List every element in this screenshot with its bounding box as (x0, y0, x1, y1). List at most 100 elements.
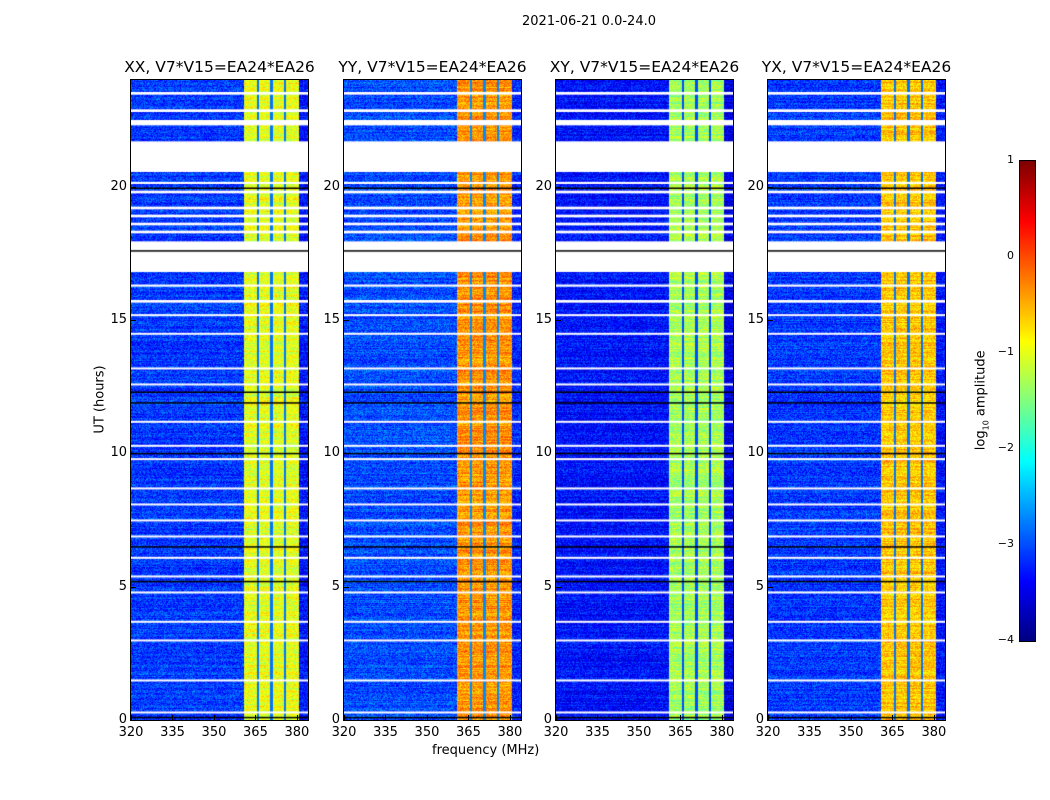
x-tick-label: 380 (921, 725, 947, 740)
heatmap-panel (130, 79, 309, 721)
x-tick-label: 380 (709, 725, 735, 740)
x-tick-mark (680, 715, 682, 720)
x-tick-mark (344, 715, 345, 720)
y-tick-mark (556, 186, 561, 188)
y-tick-mark (768, 453, 773, 455)
figure-title: 2021-06-21 0.0-24.0 (522, 14, 656, 29)
y-tick-label: 10 (747, 445, 764, 461)
y-tick-label: 10 (323, 445, 340, 461)
y-tick-label: 5 (331, 578, 340, 594)
x-tick-mark (172, 715, 174, 720)
x-tick-label: 320 (331, 725, 357, 740)
x-tick-mark (131, 715, 132, 720)
y-tick-mark (344, 453, 349, 455)
y-tick-mark (131, 586, 136, 588)
heatmap-panel (767, 79, 946, 721)
y-tick-label: 0 (118, 712, 127, 727)
colorbar-tick-label: −1 (997, 345, 1014, 358)
y-tick-label: 5 (755, 578, 764, 594)
x-tick-label: 320 (755, 725, 781, 740)
y-tick-label: 15 (747, 312, 764, 327)
panel-title: XX, V7*V15=EA24*EA26 (124, 58, 315, 76)
x-tick-mark (638, 715, 640, 720)
x-tick-label: 365 (668, 725, 693, 740)
x-tick-mark (426, 715, 428, 720)
y-tick-label: 0 (331, 712, 340, 727)
x-tick-label: 335 (373, 725, 398, 740)
x-tick-mark (468, 715, 470, 720)
heatmap-canvas (131, 80, 308, 720)
y-tick-label: 15 (535, 312, 552, 327)
y-tick-label: 0 (543, 712, 552, 727)
x-tick-mark (768, 715, 769, 720)
y-tick-label: 20 (535, 178, 552, 194)
x-tick-label: 365 (880, 725, 905, 740)
y-tick-mark (131, 453, 136, 455)
y-tick-mark (131, 186, 136, 188)
heatmap-canvas (768, 80, 945, 720)
x-tick-mark (255, 715, 257, 720)
panel-title: XY, V7*V15=EA24*EA26 (549, 58, 740, 76)
y-tick-label: 0 (755, 712, 764, 727)
y-tick-mark (556, 720, 561, 721)
y-tick-mark (344, 186, 349, 188)
x-tick-label: 350 (201, 725, 227, 740)
x-tick-label: 320 (543, 725, 569, 740)
heatmap-canvas (556, 80, 733, 720)
x-tick-label: 350 (838, 725, 864, 740)
x-tick-mark (892, 715, 894, 720)
y-tick-label: 5 (543, 578, 552, 594)
heatmap-canvas (344, 80, 521, 720)
y-tick-mark (556, 320, 561, 321)
x-axis-label: frequency (MHz) (432, 743, 540, 758)
y-tick-mark (344, 720, 349, 721)
y-tick-mark (768, 186, 773, 188)
x-tick-label: 335 (585, 725, 610, 740)
heatmap-panel (555, 79, 734, 721)
colorbar (1019, 160, 1036, 642)
colorbar-tick-label: −4 (997, 633, 1014, 646)
y-tick-mark (556, 453, 561, 455)
x-tick-mark (933, 715, 935, 720)
panel-title: YX, V7*V15=EA24*EA26 (761, 58, 952, 76)
x-tick-mark (296, 715, 298, 720)
colorbar-tick-label: 1 (1007, 153, 1014, 166)
x-tick-mark (213, 715, 215, 720)
x-tick-label: 350 (414, 725, 440, 740)
heatmap-panel (343, 79, 522, 721)
y-tick-label: 15 (323, 312, 340, 327)
y-tick-mark (768, 320, 773, 321)
x-tick-label: 380 (497, 725, 523, 740)
y-tick-label: 20 (747, 178, 764, 194)
x-tick-label: 335 (160, 725, 185, 740)
y-tick-mark (768, 586, 773, 588)
y-tick-mark (131, 320, 136, 321)
y-tick-mark (556, 586, 561, 588)
x-tick-mark (556, 715, 557, 720)
colorbar-tick-label: −2 (997, 441, 1014, 454)
y-tick-label: 15 (110, 312, 127, 327)
x-tick-mark (509, 715, 511, 720)
x-tick-mark (385, 715, 387, 720)
x-tick-label: 335 (797, 725, 822, 740)
colorbar-tick-label: −3 (997, 537, 1014, 550)
x-tick-mark (721, 715, 723, 720)
x-tick-label: 380 (284, 725, 310, 740)
y-tick-mark (344, 586, 349, 588)
y-tick-label: 5 (118, 578, 127, 594)
panel-title: YY, V7*V15=EA24*EA26 (338, 58, 527, 76)
x-tick-label: 350 (626, 725, 652, 740)
y-tick-label: 10 (535, 445, 552, 461)
y-tick-label: 20 (110, 178, 127, 194)
x-tick-label: 365 (243, 725, 268, 740)
x-tick-label: 320 (118, 725, 144, 740)
y-tick-mark (344, 320, 349, 321)
x-tick-label: 365 (456, 725, 481, 740)
x-tick-mark (850, 715, 852, 720)
y-tick-mark (768, 720, 773, 721)
y-tick-label: 10 (110, 445, 127, 461)
colorbar-gradient (1020, 161, 1035, 641)
y-axis-label: UT (hours) (92, 365, 108, 434)
y-tick-label: 20 (323, 178, 340, 194)
colorbar-tick-label: 0 (1007, 249, 1014, 262)
